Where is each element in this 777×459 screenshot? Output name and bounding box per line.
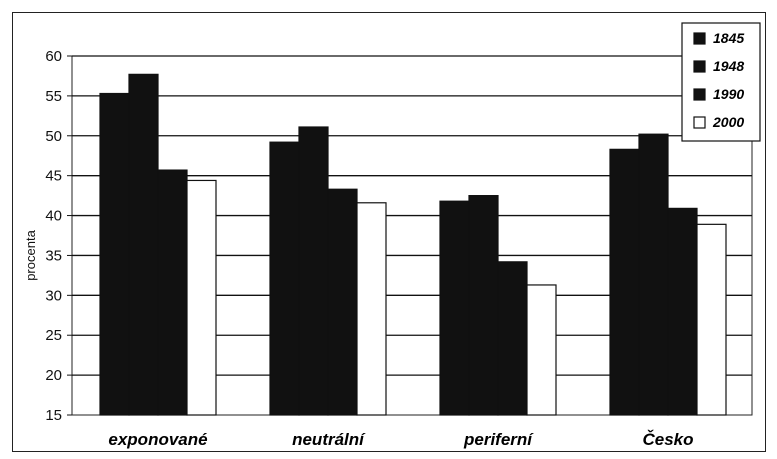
bar-2000-2	[356, 202, 387, 416]
bar-1948-2	[298, 126, 329, 416]
bar-1990-3	[497, 261, 528, 416]
y-tick-label: 20	[45, 367, 62, 384]
y-tick-label: 55	[45, 88, 62, 105]
y-tick-label: 15	[45, 407, 62, 424]
bar-1948-4	[638, 133, 669, 416]
bar-1990-4	[667, 207, 698, 416]
legend-label-1845: 1845	[713, 30, 744, 46]
legend-swatch-1845	[693, 32, 706, 45]
legend: 1845 1948 1990 2000	[681, 22, 761, 142]
x-category-label: exponované	[108, 430, 207, 449]
bar-1948-1	[128, 73, 159, 416]
bar-1845-1	[99, 92, 130, 416]
x-category-label: neutrální	[292, 430, 366, 449]
legend-label-2000: 2000	[712, 114, 744, 130]
y-tick-label: 25	[45, 327, 62, 344]
y-tick-label: 30	[45, 287, 62, 304]
bar-1948-3	[468, 195, 499, 416]
legend-label-1990: 1990	[713, 86, 744, 102]
bar-1845-4	[609, 148, 640, 416]
legend-swatch-2000	[693, 116, 706, 129]
y-tick-label: 60	[45, 48, 62, 65]
x-category-label: Česko	[642, 430, 693, 449]
y-tick-label: 45	[45, 168, 62, 185]
bar-2000-3	[526, 284, 557, 416]
legend-swatch-1948	[693, 60, 706, 73]
bars	[99, 73, 727, 416]
bar-1990-2	[327, 188, 358, 416]
x-category-label: periferní	[463, 430, 534, 449]
y-axis-title: procenta	[23, 229, 38, 280]
legend-label-1948: 1948	[713, 58, 744, 74]
axes: 15 20 25 30 35 40 45 50 55 60 exponované neutrální p…	[45, 48, 693, 449]
y-tick-label: 40	[45, 208, 62, 225]
bar-1845-2	[269, 141, 300, 416]
bar-2000-1	[186, 179, 217, 416]
y-tick-label: 35	[45, 247, 62, 264]
y-tick-label: 50	[45, 128, 62, 145]
legend-swatch-1990	[693, 88, 706, 101]
bar-2000-4	[696, 223, 727, 416]
bar-1990-1	[157, 169, 188, 416]
bar-1845-3	[439, 200, 470, 416]
